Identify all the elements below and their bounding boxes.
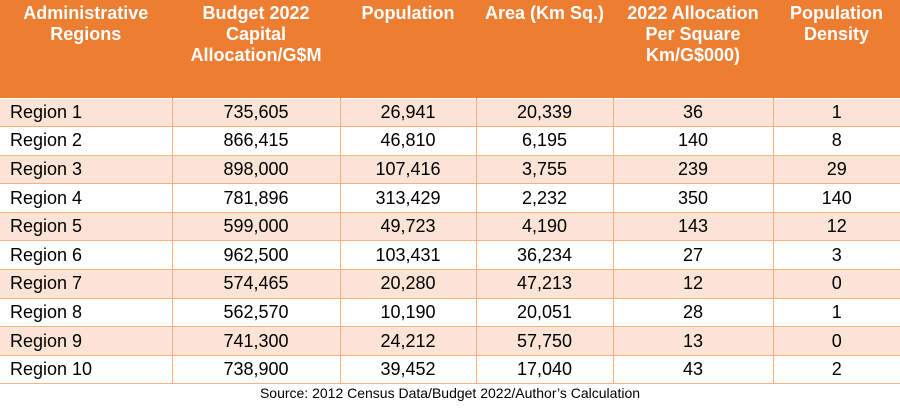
cell-budget: 599,000 xyxy=(172,211,341,241)
header-area: Area (Km Sq.) xyxy=(476,0,614,98)
cell-allocation-per-sq-km: 13 xyxy=(613,326,774,356)
cell-population-density: 12 xyxy=(773,211,900,241)
cell-area: 4,190 xyxy=(476,211,614,241)
cell-area: 20,051 xyxy=(476,297,614,328)
header-row: Administrative Regions Budget 2022 Capit… xyxy=(0,0,900,98)
cell-budget: 562,570 xyxy=(172,297,341,328)
cell-budget: 741,300 xyxy=(172,326,341,356)
cell-allocation-per-sq-km: 27 xyxy=(613,240,774,271)
cell-region: Region 7 xyxy=(0,269,173,299)
cell-area: 3,755 xyxy=(476,154,614,184)
cell-population: 107,416 xyxy=(340,154,477,184)
table-row: Region 4 781,896 313,429 2,232 350 140 xyxy=(0,183,900,213)
cell-population-density: 140 xyxy=(773,183,900,213)
header-population: Population xyxy=(340,0,477,98)
cell-region: Region 2 xyxy=(0,126,173,156)
cell-population: 49,723 xyxy=(340,211,477,241)
table-row: Region 8 562,570 10,190 20,051 28 1 xyxy=(0,297,900,328)
cell-population: 20,280 xyxy=(340,269,477,299)
cell-area: 6,195 xyxy=(476,126,614,156)
cell-population-density: 1 xyxy=(773,97,900,127)
cell-population-density: 3 xyxy=(773,240,900,271)
table-row: Region 5 599,000 49,723 4,190 143 12 xyxy=(0,211,900,241)
header-budget-allocation: Budget 2022 Capital Allocation/G$M xyxy=(172,0,341,98)
cell-region: Region 9 xyxy=(0,326,173,356)
cell-population: 46,810 xyxy=(340,126,477,156)
cell-population: 39,452 xyxy=(340,354,477,385)
cell-population: 103,431 xyxy=(340,240,477,271)
cell-allocation-per-sq-km: 43 xyxy=(613,354,774,385)
cell-allocation-per-sq-km: 12 xyxy=(613,269,774,299)
cell-population-density: 29 xyxy=(773,154,900,184)
cell-area: 36,234 xyxy=(476,240,614,271)
table-row: Region 3 898,000 107,416 3,755 239 29 xyxy=(0,154,900,184)
table-row: Region 1 735,605 26,941 20,339 36 1 xyxy=(0,97,900,127)
cell-allocation-per-sq-km: 140 xyxy=(613,126,774,156)
cell-region: Region 10 xyxy=(0,354,173,385)
cell-population-density: 0 xyxy=(773,326,900,356)
cell-allocation-per-sq-km: 239 xyxy=(613,154,774,184)
cell-region: Region 4 xyxy=(0,183,173,213)
cell-area: 17,040 xyxy=(476,354,614,385)
cell-budget: 574,465 xyxy=(172,269,341,299)
table-body: Region 1 735,605 26,941 20,339 36 1 Region 2 86… xyxy=(0,97,900,385)
cell-region: Region 3 xyxy=(0,154,173,184)
cell-region: Region 6 xyxy=(0,240,173,271)
cell-budget: 866,415 xyxy=(172,126,341,156)
table-row: Region 6 962,500 103,431 36,234 27 3 xyxy=(0,240,900,271)
cell-region: Region 5 xyxy=(0,211,173,241)
cell-budget: 962,500 xyxy=(172,240,341,271)
table-row: Region 10 738,900 39,452 17,040 43 2 xyxy=(0,354,900,385)
table-row: Region 2 866,415 46,810 6,195 140 8 xyxy=(0,126,900,156)
cell-budget: 735,605 xyxy=(172,97,341,127)
cell-population: 26,941 xyxy=(340,97,477,127)
cell-allocation-per-sq-km: 28 xyxy=(613,297,774,328)
table-header: Administrative Regions Budget 2022 Capit… xyxy=(0,0,900,98)
table-row: Region 7 574,465 20,280 47,213 12 0 xyxy=(0,269,900,299)
cell-population: 24,212 xyxy=(340,326,477,356)
cell-population: 313,429 xyxy=(340,183,477,213)
table-row: Region 9 741,300 24,212 57,750 13 0 xyxy=(0,326,900,356)
cell-allocation-per-sq-km: 350 xyxy=(613,183,774,213)
regional-budget-table: Administrative Regions Budget 2022 Capit… xyxy=(0,0,900,385)
cell-budget: 781,896 xyxy=(172,183,341,213)
source-caption: Source: 2012 Census Data/Budget 2022/Aut… xyxy=(259,385,641,402)
header-allocation-per-sq-km: 2022 Allocation Per Square Km/G$000) xyxy=(613,0,774,98)
cell-allocation-per-sq-km: 36 xyxy=(613,97,774,127)
cell-population: 10,190 xyxy=(340,297,477,328)
cell-population-density: 8 xyxy=(773,126,900,156)
cell-area: 57,750 xyxy=(476,326,614,356)
cell-area: 2,232 xyxy=(476,183,614,213)
cell-population-density: 1 xyxy=(773,297,900,328)
cell-area: 47,213 xyxy=(476,269,614,299)
cell-area: 20,339 xyxy=(476,97,614,127)
header-population-density: Population Density xyxy=(773,0,900,98)
cell-region: Region 1 xyxy=(0,97,173,127)
cell-population-density: 0 xyxy=(773,269,900,299)
cell-budget: 898,000 xyxy=(172,154,341,184)
cell-region: Region 8 xyxy=(0,297,173,328)
cell-budget: 738,900 xyxy=(172,354,341,385)
cell-population-density: 2 xyxy=(773,354,900,385)
cell-allocation-per-sq-km: 143 xyxy=(613,211,774,241)
header-administrative-regions: Administrative Regions xyxy=(0,0,173,98)
